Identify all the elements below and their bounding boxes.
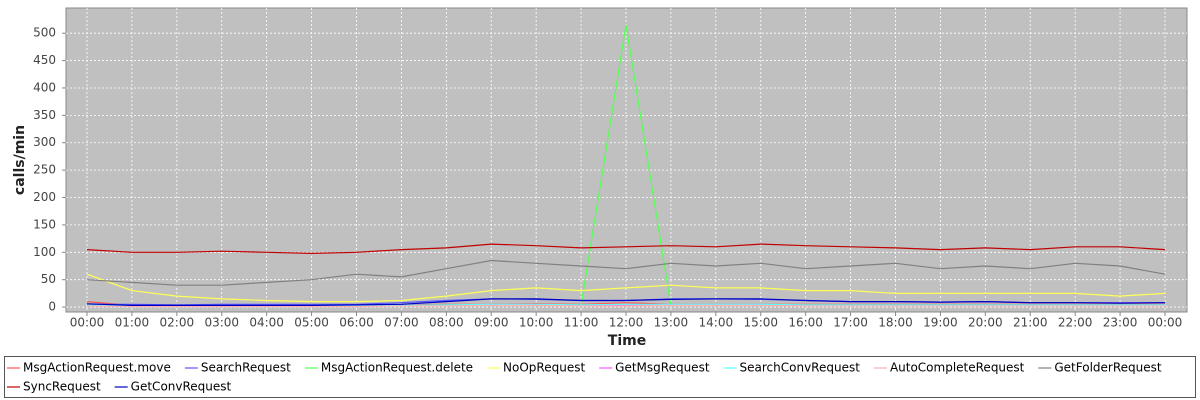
legend-label: SearchConvRequest xyxy=(740,361,861,375)
x-tick-label: 20:00 xyxy=(968,316,1003,330)
x-tick-label: 16:00 xyxy=(788,316,823,330)
legend-label: GetMsgRequest xyxy=(615,361,710,375)
x-tick-label: 13:00 xyxy=(654,316,689,330)
y-tick-label: 100 xyxy=(33,245,56,259)
x-tick-label: 17:00 xyxy=(833,316,868,330)
y-tick-label: 150 xyxy=(33,217,56,231)
legend-label: MsgActionRequest.move xyxy=(23,361,171,375)
series-line xyxy=(86,298,1166,306)
legend-item: GetConvRequest xyxy=(114,380,232,394)
x-tick-label: 11:00 xyxy=(564,316,599,330)
legend-label: GetFolderRequest xyxy=(1054,361,1162,375)
y-tick-label: 200 xyxy=(33,190,56,204)
legend-label: NoOpRequest xyxy=(503,361,585,375)
legend-item: GetMsgRequest xyxy=(599,361,710,375)
series-line xyxy=(86,304,1165,308)
legend-label: GetConvRequest xyxy=(131,380,232,394)
series-line xyxy=(86,243,1166,255)
x-tick-label: 08:00 xyxy=(429,316,464,330)
legend-item: MsgActionRequest.move xyxy=(7,361,171,375)
x-tick-label: 10:00 xyxy=(519,316,554,330)
legend-item: GetFolderRequest xyxy=(1038,361,1162,375)
x-tick-label: 02:00 xyxy=(160,316,195,330)
x-tick-label: 21:00 xyxy=(1013,316,1048,330)
y-tick-label: 500 xyxy=(33,26,56,40)
x-tick-label: 12:00 xyxy=(609,316,644,330)
x-tick-label: 01:00 xyxy=(115,316,150,330)
series-line xyxy=(86,273,1166,303)
legend-item: NoOpRequest xyxy=(487,361,585,375)
x-tick-label: 19:00 xyxy=(923,316,958,330)
legend xyxy=(4,356,1196,398)
x-tick-label: 14:00 xyxy=(699,316,734,330)
x-tick-label: 04:00 xyxy=(249,316,284,330)
x-axis-title: Time xyxy=(608,333,646,349)
y-tick-label: 250 xyxy=(33,163,56,177)
y-tick-label: 350 xyxy=(33,108,56,122)
x-tick-label: 00:00 xyxy=(70,316,105,330)
x-tick-label: 07:00 xyxy=(384,316,419,330)
plot-area xyxy=(65,7,1188,313)
series-line xyxy=(86,259,1166,286)
x-tick-label: 06:00 xyxy=(339,316,374,330)
legend-item: AutoCompleteRequest xyxy=(873,361,1025,375)
x-tick-label: 18:00 xyxy=(878,316,913,330)
x-tick-label: 05:00 xyxy=(294,316,329,330)
legend-label: SyncRequest xyxy=(23,380,101,394)
legend-item: SearchRequest xyxy=(184,361,291,375)
y-tick-label: 300 xyxy=(33,135,56,149)
legend-label: MsgActionRequest.delete xyxy=(321,361,473,375)
legend-item: SyncRequest xyxy=(7,380,101,394)
legend-item: MsgActionRequest.delete xyxy=(304,361,473,375)
y-tick-label: 450 xyxy=(33,53,56,67)
legend-label: SearchRequest xyxy=(201,361,291,375)
legend-label: AutoCompleteRequest xyxy=(890,361,1025,375)
legend-item: SearchConvRequest xyxy=(723,361,861,375)
y-tick-label: 0 xyxy=(48,300,56,314)
y-tick-label: 50 xyxy=(41,272,56,286)
x-tick-label: 22:00 xyxy=(1058,316,1093,330)
x-tick-label: 03:00 xyxy=(204,316,239,330)
x-tick-label: 00:00 xyxy=(1148,316,1183,330)
y-axis-title: calls/min xyxy=(12,125,28,195)
x-tick-label: 09:00 xyxy=(474,316,509,330)
x-tick-label: 23:00 xyxy=(1103,316,1138,330)
y-tick-label: 400 xyxy=(33,80,56,94)
x-tick-label: 15:00 xyxy=(743,316,778,330)
